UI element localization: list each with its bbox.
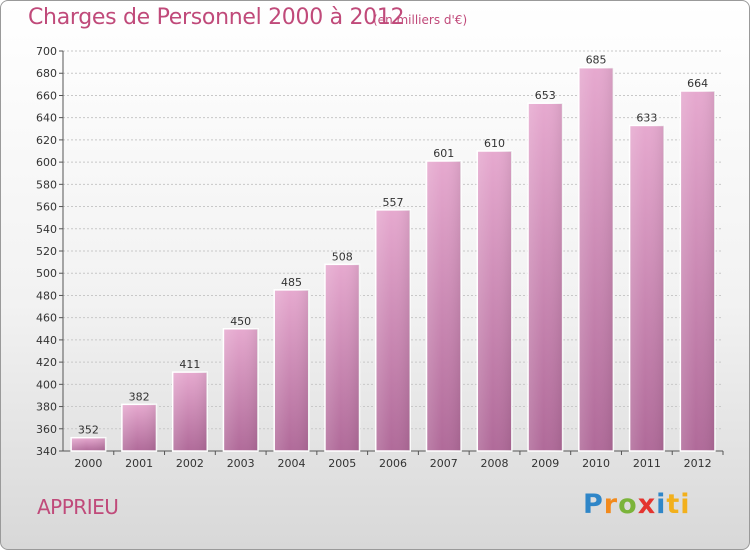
x-tick-label: 2006	[379, 457, 407, 470]
bar-sheen-2007	[426, 161, 462, 451]
x-tick-label: 2004	[277, 457, 305, 470]
y-tick-label: 400	[36, 378, 57, 391]
bar-sheen-2008	[477, 151, 512, 451]
bar-sheen-2001	[121, 404, 157, 451]
y-tick-label: 340	[36, 445, 57, 458]
y-tick-label: 440	[36, 334, 57, 347]
y-tick-label: 420	[36, 356, 57, 369]
data-label-2010: 685	[586, 54, 607, 67]
data-label-2001: 382	[129, 390, 150, 403]
y-tick-label: 680	[36, 67, 57, 80]
y-tick-label: 460	[36, 312, 57, 325]
labels: 340 360 380 400 420 440 460 480 500 520 540 560 580 6…	[36, 45, 712, 470]
y-tick-label: 540	[36, 223, 57, 236]
data-label-2005: 508	[332, 250, 353, 263]
bar-sheen-2000	[71, 437, 106, 451]
y-tick-label: 600	[36, 156, 57, 169]
x-tick-label: 2012	[684, 457, 712, 470]
place-name: APPRIEU	[37, 495, 119, 519]
bar-sheen-2011	[629, 125, 665, 451]
data-label-2000: 352	[78, 424, 99, 437]
y-tick-label: 640	[36, 112, 57, 125]
bar-sheen-2003	[223, 328, 258, 451]
data-label-2004: 485	[281, 276, 302, 289]
y-tick-label: 580	[36, 178, 57, 191]
x-tick-label: 2010	[582, 457, 610, 470]
bars	[70, 66, 716, 452]
bar-sheen-2012	[680, 91, 715, 451]
bar-sheen-2010	[578, 67, 614, 452]
x-tick-label: 2005	[328, 457, 356, 470]
x-tick-label: 2011	[633, 457, 661, 470]
y-tick-label: 480	[36, 289, 57, 302]
bar-sheen-2005	[324, 264, 360, 451]
y-tick-label: 500	[36, 267, 57, 280]
data-label-2009: 653	[535, 89, 556, 102]
data-label-2006: 557	[383, 196, 404, 209]
y-tick-label: 620	[36, 134, 57, 147]
y-tick-label: 520	[36, 245, 57, 258]
x-tick-label: 2001	[125, 457, 153, 470]
proxiti-logo: Proxiti	[583, 489, 691, 520]
data-label-2012: 664	[687, 77, 708, 90]
bar-sheen-2002	[172, 372, 208, 451]
data-label-2007: 601	[433, 147, 454, 160]
x-tick-label: 2009	[531, 457, 559, 470]
x-tick-label: 2000	[74, 457, 102, 470]
x-tick-label: 2002	[176, 457, 204, 470]
x-tick-label: 2003	[227, 457, 255, 470]
data-label-2008: 610	[484, 137, 505, 150]
chart-title: Charges de Personnel 2000 à 2012	[28, 5, 405, 30]
data-label-2002: 411	[179, 358, 200, 371]
data-label-2011: 633	[636, 111, 657, 124]
bar-sheen-2006	[375, 209, 411, 451]
y-tick-label: 380	[36, 401, 57, 414]
x-tick-label: 2008	[481, 457, 509, 470]
y-tick-label: 660	[36, 89, 57, 102]
chart-subtitle: (en milliers d'€)	[373, 13, 468, 27]
bar-sheen-2004	[274, 289, 309, 451]
y-tick-label: 700	[36, 45, 57, 58]
y-tick-label: 360	[36, 423, 57, 436]
bar-sheen-2009	[528, 103, 563, 451]
x-tick-label: 2007	[430, 457, 458, 470]
y-tick-label: 560	[36, 201, 57, 214]
data-label-2003: 450	[230, 315, 251, 328]
